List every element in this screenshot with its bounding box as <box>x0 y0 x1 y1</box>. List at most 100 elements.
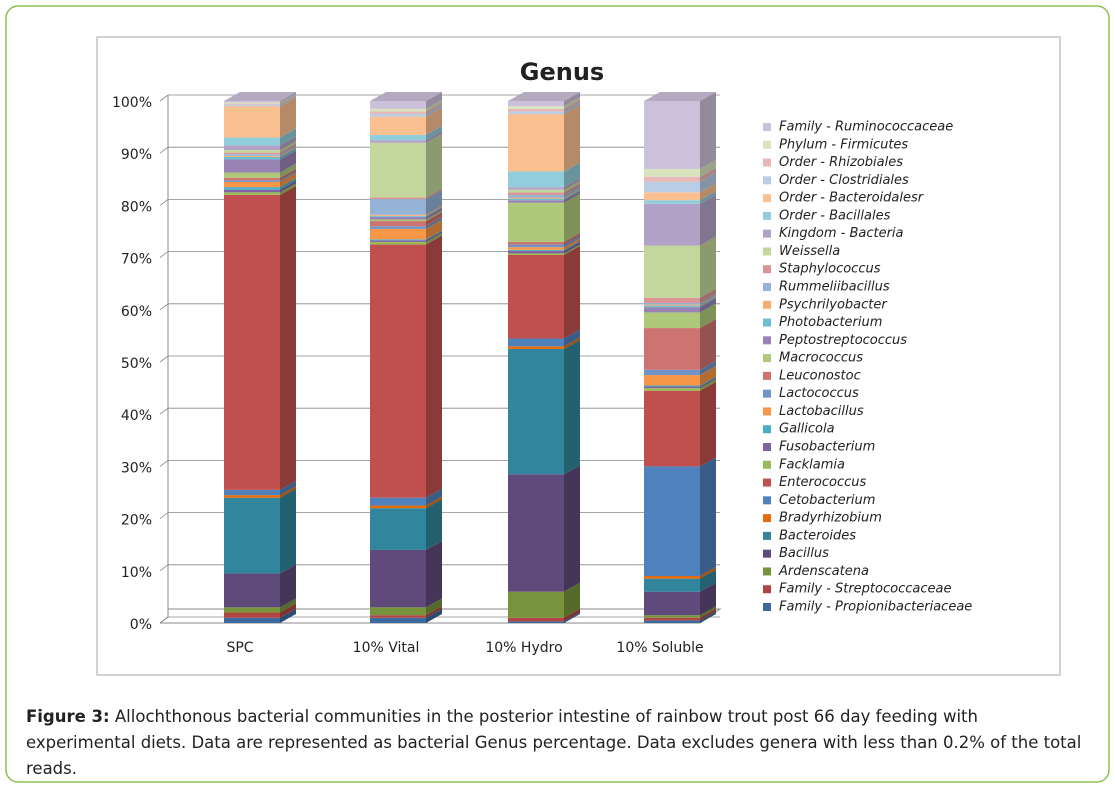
bar-side <box>700 288 716 304</box>
y-tick-label: 20% <box>121 513 152 529</box>
chart-title: Genus <box>520 58 604 86</box>
bar-side <box>280 94 296 105</box>
legend-label: Facklamia <box>779 457 845 472</box>
bar-side <box>426 232 442 245</box>
bar-segment <box>370 497 426 506</box>
legend-label: Macrococcus <box>779 351 863 366</box>
bar-segment <box>508 101 564 107</box>
bar-segment <box>508 338 564 347</box>
bar-side <box>700 191 716 204</box>
bar-segment <box>224 194 280 490</box>
bar-segment <box>508 346 564 349</box>
bar-side <box>426 212 442 227</box>
bar-segment <box>370 617 426 623</box>
bar-side <box>280 180 296 193</box>
legend-swatch <box>763 354 771 363</box>
bar-segment <box>644 576 700 579</box>
legend-label: Weissella <box>779 244 840 259</box>
y-tick-label: 100% <box>112 95 152 111</box>
bar-side <box>564 582 580 618</box>
bar-segment <box>508 474 564 592</box>
bar-segment <box>224 495 280 498</box>
legend-label: Rummeliibacillus <box>779 280 890 295</box>
page-frame <box>5 5 1110 783</box>
bar-side <box>426 606 442 618</box>
legend-label: Lactobacillus <box>779 404 864 419</box>
bar-segment <box>644 303 700 305</box>
legend-swatch <box>763 460 771 469</box>
bar-segment <box>644 305 700 308</box>
x-tick-label: SPC <box>226 640 253 656</box>
bar-side <box>564 102 580 115</box>
y-tick-label: 0% <box>130 617 152 633</box>
bar-segment <box>370 226 426 229</box>
plot-area: 0% 10% 20% 30% 40% 50% 60% 70% 80% 90% 100% SPC 10% … <box>112 92 972 656</box>
bar-side <box>426 219 442 240</box>
bar-side <box>700 360 716 376</box>
bar-segment <box>370 116 426 135</box>
bar-side <box>426 92 442 109</box>
legend-swatch <box>763 300 771 309</box>
bar-top <box>644 92 716 101</box>
bar-side <box>426 207 442 220</box>
bar-segment <box>224 192 280 195</box>
legend-label: Family - Propionibacteriaceae <box>779 600 972 615</box>
bar-segment <box>224 497 280 574</box>
legend-swatch <box>763 514 771 523</box>
bar-side <box>700 167 716 182</box>
bar-side <box>280 185 296 490</box>
bar-segment <box>644 200 700 204</box>
bar-segment <box>370 615 426 618</box>
bar-segment <box>508 197 564 199</box>
bar-segment <box>224 187 280 190</box>
bar-segment <box>370 140 426 143</box>
bar-side <box>700 172 716 193</box>
bar-segment <box>370 142 426 198</box>
bar-side <box>700 319 716 370</box>
bar-segment <box>508 114 564 172</box>
bar-segment <box>644 617 700 621</box>
bar-side <box>700 381 716 467</box>
bar-segment <box>224 101 280 103</box>
bar-side <box>564 99 580 112</box>
bar-top <box>224 92 296 101</box>
legend-label: Bacteroides <box>779 528 856 543</box>
bar-segment <box>508 591 564 618</box>
bar-segment <box>644 203 700 246</box>
bar-side <box>564 608 580 622</box>
bar-segment <box>644 307 700 313</box>
bar-top <box>370 92 442 101</box>
bar-segment <box>508 348 564 475</box>
bar-segment <box>370 240 426 242</box>
bar-segment <box>508 247 564 250</box>
legend-label: Ardenscatena <box>778 564 869 579</box>
bar-segment <box>224 145 280 151</box>
bar-side <box>280 146 296 157</box>
bar-top <box>508 92 580 101</box>
y-tick-label: 80% <box>121 199 152 215</box>
bar-segment <box>644 388 700 391</box>
bar-side <box>426 205 442 216</box>
bar-side <box>564 240 580 251</box>
legend-swatch <box>763 407 771 416</box>
bar-segment <box>224 155 280 157</box>
bar-side <box>564 189 580 201</box>
bar-side <box>564 238 580 250</box>
legend-swatch <box>763 389 771 398</box>
bar-segment <box>644 386 700 389</box>
legend-label: Kingdom - Bacteria <box>779 226 904 241</box>
bar-side <box>564 105 580 172</box>
bar-segment <box>370 216 426 220</box>
bar-side <box>280 486 296 498</box>
bar-side <box>280 608 296 623</box>
bar-side <box>280 598 296 613</box>
bar-segment <box>224 181 280 188</box>
bar-segment <box>224 189 280 193</box>
bar-segment <box>224 152 280 155</box>
bar-side <box>700 303 716 329</box>
bar-side <box>564 235 580 248</box>
legend-label: Order - Bacteroidalesr <box>779 191 925 206</box>
bar-segment <box>370 101 426 109</box>
legend-swatch <box>763 443 771 451</box>
bar-side <box>700 379 716 391</box>
